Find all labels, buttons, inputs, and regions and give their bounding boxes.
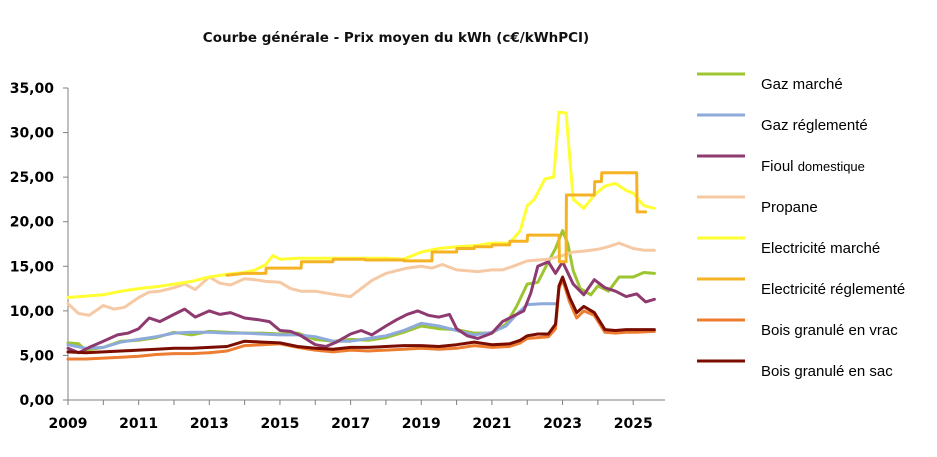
y-tick-label: 30,00 — [10, 126, 55, 142]
y-tick-label: 15,00 — [10, 259, 55, 275]
y-tick-label: 10,00 — [10, 304, 55, 320]
x-tick-label: 2017 — [331, 416, 370, 432]
x-tick-label: 2019 — [402, 416, 441, 432]
y-tick-label: 5,00 — [19, 348, 54, 364]
legend-label-part: Gaz réglementé — [761, 117, 868, 134]
y-axis: 0,00 5,00 10,00 15,00 20,00 25,00 30,00 35,00 — [10, 81, 69, 409]
x-tick-label: 2011 — [119, 416, 158, 432]
y-tick-label: 0,00 — [19, 393, 54, 409]
legend-label: Gaz réglementé — [761, 117, 868, 134]
legend-label: Electricité marché — [761, 240, 880, 257]
x-tick-label: 2023 — [543, 416, 582, 432]
series-line-6 — [225, 171, 648, 277]
series-line-5 — [66, 110, 656, 299]
legend-label-part: Fioul — [761, 158, 798, 175]
legend-label: Electricité réglementé — [761, 281, 905, 298]
legend-label-part: Gaz marché — [761, 76, 843, 93]
legend-label: Propane — [761, 199, 818, 216]
series-line-7 — [66, 278, 656, 361]
legend-label: Bois granulé en sac — [761, 363, 893, 380]
legend-label-part: domestique — [798, 159, 865, 174]
legend: Gaz marché Gaz réglementé Fioul domestique… — [697, 72, 905, 380]
y-tick-label: 20,00 — [10, 215, 55, 231]
x-tick-label: 2015 — [260, 416, 299, 432]
y-tick-label: 35,00 — [10, 81, 55, 97]
x-axis: 2009 2011 2013 2015 2017 2019 2021 2023 2025 — [49, 399, 665, 432]
x-tick-label: 2021 — [472, 416, 511, 432]
legend-label-part: Propane — [761, 199, 818, 216]
x-tick-label: 2025 — [614, 416, 653, 432]
legend-label-part: Electricité réglementé — [761, 281, 905, 298]
x-tick-label: 2013 — [190, 416, 229, 432]
legend-label-part: Electricité marché — [761, 240, 880, 257]
series-line-8 — [66, 275, 656, 355]
series-lines — [66, 110, 656, 361]
legend-label-part: Bois granulé en sac — [761, 363, 893, 380]
chart-title: Courbe générale - Prix moyen du kWh (c€/… — [203, 30, 589, 46]
legend-label: Bois granulé en vrac — [761, 322, 898, 339]
y-tick-label: 25,00 — [10, 170, 55, 186]
legend-label-part: Bois granulé en vrac — [761, 322, 898, 339]
legend-label: Fioul domestique — [761, 158, 865, 175]
x-tick-label: 2009 — [49, 416, 88, 432]
legend-label: Gaz marché — [761, 76, 843, 93]
